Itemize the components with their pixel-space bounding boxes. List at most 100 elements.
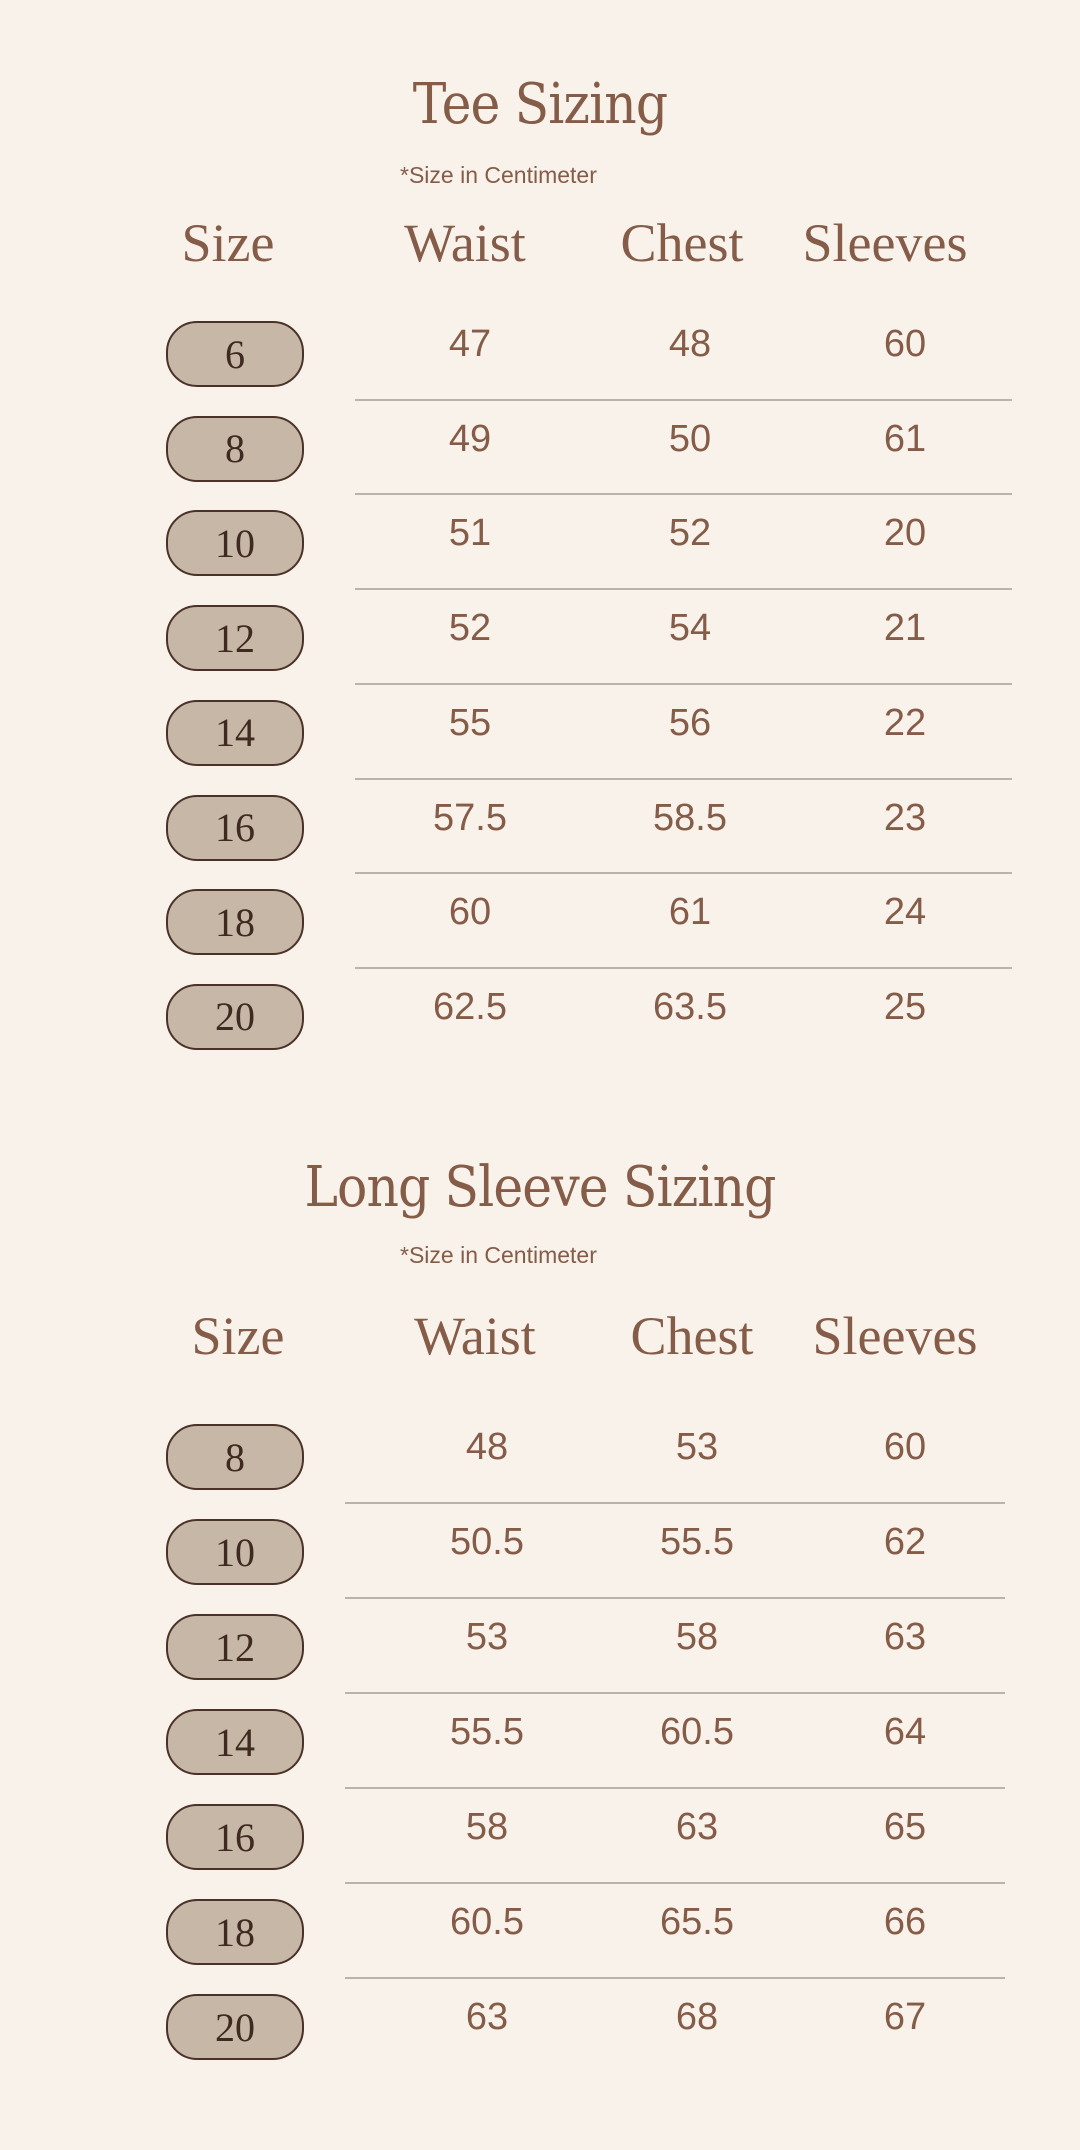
table-row: 20 62.5 63.5 25 bbox=[0, 968, 1080, 1063]
row-divider bbox=[345, 1787, 1005, 1789]
cell-waist: 53 bbox=[465, 1616, 509, 1658]
cell-chest: 53 bbox=[675, 1426, 719, 1468]
row-divider bbox=[345, 1882, 1005, 1884]
size-badge: 10 bbox=[166, 1519, 304, 1585]
cell-waist: 60.5 bbox=[450, 1901, 524, 1943]
cell-waist: 47 bbox=[448, 323, 492, 365]
row-divider bbox=[355, 872, 1012, 875]
table-row: 8 48 53 60 bbox=[0, 1408, 1080, 1503]
column-header-sleeves: Sleeves bbox=[802, 213, 968, 273]
row-divider bbox=[355, 777, 1012, 780]
row-divider bbox=[355, 588, 1012, 591]
size-badge: 18 bbox=[166, 1899, 304, 1965]
table-row: 20 63 68 67 bbox=[0, 1978, 1080, 2073]
cell-waist: 52 bbox=[448, 607, 492, 650]
cell-waist: 58 bbox=[465, 1806, 509, 1848]
cell-waist: 62.5 bbox=[433, 985, 507, 1028]
size-badge: 16 bbox=[166, 1804, 304, 1870]
cell-sleeves: 66 bbox=[883, 1901, 927, 1943]
column-header-waist: Waist bbox=[404, 213, 526, 273]
cell-sleeves: 25 bbox=[883, 985, 927, 1028]
table-row: 14 55 56 22 bbox=[0, 684, 1080, 779]
table-row: 18 60 61 24 bbox=[0, 873, 1080, 968]
cell-sleeves: 24 bbox=[883, 891, 927, 934]
cell-sleeves: 67 bbox=[883, 1996, 927, 2038]
column-header-waist: Waist bbox=[414, 1306, 536, 1366]
unit-note: *Size in Centimeter bbox=[400, 162, 597, 188]
table-row: 10 50.5 55.5 62 bbox=[0, 1503, 1080, 1598]
cell-waist: 57.5 bbox=[433, 796, 507, 839]
column-header-size: Size bbox=[191, 1306, 285, 1366]
table-row: 10 51 52 20 bbox=[0, 494, 1080, 589]
cell-waist: 55.5 bbox=[450, 1711, 524, 1753]
row-divider bbox=[345, 1977, 1005, 1979]
cell-sleeves: 61 bbox=[883, 417, 927, 460]
size-badge: 14 bbox=[166, 699, 304, 766]
row-divider bbox=[355, 493, 1012, 496]
cell-chest: 63 bbox=[675, 1806, 719, 1848]
cell-chest: 50 bbox=[668, 417, 712, 460]
cell-sleeves: 62 bbox=[883, 1521, 927, 1563]
cell-sleeves: 63 bbox=[883, 1616, 927, 1658]
column-header-chest: Chest bbox=[620, 213, 744, 273]
cell-chest: 63.5 bbox=[653, 985, 727, 1028]
cell-waist: 48 bbox=[465, 1426, 509, 1468]
cell-waist: 51 bbox=[448, 512, 492, 555]
cell-chest: 54 bbox=[668, 607, 712, 650]
table-title: Tee Sizing bbox=[412, 72, 668, 137]
table-row: 12 53 58 63 bbox=[0, 1598, 1080, 1693]
size-badge: 10 bbox=[166, 510, 304, 577]
row-divider bbox=[355, 398, 1012, 401]
table-row: 6 47 48 60 bbox=[0, 305, 1080, 400]
cell-chest: 61 bbox=[668, 891, 712, 934]
row-divider bbox=[345, 1692, 1005, 1694]
cell-chest: 60.5 bbox=[660, 1711, 734, 1753]
row-divider bbox=[355, 966, 1012, 969]
size-badge: 18 bbox=[166, 889, 304, 956]
size-badge: 8 bbox=[166, 1424, 304, 1490]
cell-sleeves: 22 bbox=[883, 701, 927, 744]
cell-sleeves: 20 bbox=[883, 512, 927, 555]
table-row: 8 49 50 61 bbox=[0, 400, 1080, 495]
size-badge: 20 bbox=[166, 1994, 304, 2060]
cell-waist: 50.5 bbox=[450, 1521, 524, 1563]
size-badge: 12 bbox=[166, 605, 304, 672]
cell-sleeves: 64 bbox=[883, 1711, 927, 1753]
size-badge: 8 bbox=[166, 415, 304, 482]
column-header-sleeves: Sleeves bbox=[812, 1306, 978, 1366]
size-badge: 12 bbox=[166, 1614, 304, 1680]
cell-sleeves: 21 bbox=[883, 607, 927, 650]
cell-chest: 56 bbox=[668, 701, 712, 744]
table-row: 18 60.5 65.5 66 bbox=[0, 1883, 1080, 1978]
table-row: 14 55.5 60.5 64 bbox=[0, 1693, 1080, 1788]
cell-sleeves: 60 bbox=[883, 323, 927, 365]
cell-chest: 55.5 bbox=[660, 1521, 734, 1563]
cell-chest: 68 bbox=[675, 1996, 719, 2038]
table-row: 16 58 63 65 bbox=[0, 1788, 1080, 1883]
size-badge: 6 bbox=[166, 321, 304, 387]
cell-sleeves: 23 bbox=[883, 796, 927, 839]
table-row: 16 57.5 58.5 23 bbox=[0, 779, 1080, 874]
table-title: Long Sleeve Sizing bbox=[304, 1155, 776, 1220]
cell-waist: 60 bbox=[448, 891, 492, 934]
size-badge: 16 bbox=[166, 794, 304, 861]
cell-chest: 52 bbox=[668, 512, 712, 555]
cell-waist: 63 bbox=[465, 1996, 509, 2038]
cell-sleeves: 60 bbox=[883, 1426, 927, 1468]
table-row: 12 52 54 21 bbox=[0, 589, 1080, 684]
row-divider bbox=[355, 682, 1012, 685]
cell-waist: 55 bbox=[448, 701, 492, 744]
cell-chest: 65.5 bbox=[660, 1901, 734, 1943]
row-divider bbox=[345, 1502, 1005, 1504]
cell-waist: 49 bbox=[448, 417, 492, 460]
unit-note: *Size in Centimeter bbox=[400, 1242, 597, 1268]
row-divider bbox=[345, 1597, 1005, 1599]
cell-chest: 48 bbox=[668, 323, 712, 365]
column-header-chest: Chest bbox=[630, 1306, 754, 1366]
cell-chest: 58 bbox=[675, 1616, 719, 1658]
size-badge: 14 bbox=[166, 1709, 304, 1775]
cell-chest: 58.5 bbox=[653, 796, 727, 839]
cell-sleeves: 65 bbox=[883, 1806, 927, 1848]
size-badge: 20 bbox=[166, 983, 304, 1050]
column-header-size: Size bbox=[181, 213, 275, 273]
